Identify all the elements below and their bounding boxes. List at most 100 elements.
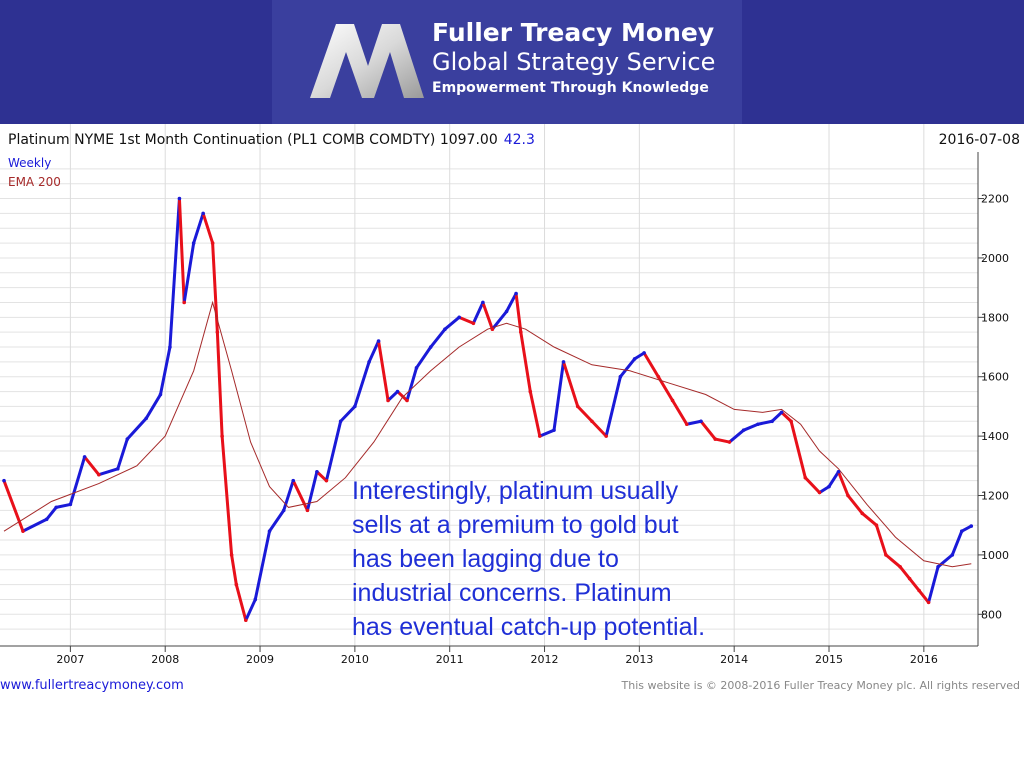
price-segment [756,419,774,426]
price-point [215,330,220,334]
brand-service: Global Strategy Service [432,48,716,76]
price-point [353,404,357,409]
price-segment [367,339,381,364]
price-point [21,529,25,533]
price-segment [182,241,196,304]
x-tick-label: 2007 [56,653,84,666]
price-point [528,389,533,394]
price-segment [21,517,49,533]
chart-title-main: Platinum NYME 1st Month Continuation (PL… [8,132,498,148]
price-segment [519,330,532,394]
brand-tagline: Empowerment Through Knowledge [432,80,709,96]
price-point [82,455,87,459]
chart-grid [0,124,978,646]
price-segment [618,357,637,379]
price-segment [561,360,580,408]
price-segment [713,437,731,444]
x-tick-label: 2016 [910,653,938,666]
price-segment [481,300,494,331]
price-segment [386,390,400,402]
price-point [874,523,879,528]
price-segment [803,476,822,495]
price-point [395,389,400,394]
price-segment [604,375,622,438]
price-point [2,478,6,483]
price-point [68,502,73,507]
price-bars [2,197,973,622]
price-segment [45,505,58,521]
price-segment [158,345,172,397]
x-tick-label: 2012 [531,653,559,666]
price-segment [282,479,295,512]
price-segment [291,479,309,512]
price-segment [633,351,646,361]
price-segment [2,479,25,533]
price-segment [116,437,129,471]
price-point [898,564,902,569]
y-tick-label: 800 [981,608,1002,621]
footer-website-link[interactable]: www.fullertreacymoney.com [0,678,184,693]
y-tick-label: 1400 [981,430,1009,443]
price-segment [339,404,357,423]
price-point [191,241,196,245]
price-point [229,553,234,557]
price-point [770,419,774,424]
price-segment [125,416,148,441]
price-point [443,327,447,332]
price-point [670,398,675,403]
price-points [2,196,974,623]
price-point [490,327,495,332]
price-point [324,478,329,483]
price-point [969,524,974,528]
price-point [291,478,296,483]
price-point [684,422,689,427]
price-segment [950,529,964,557]
price-point [267,529,272,533]
price-point [386,398,390,403]
y-tick-label: 1800 [981,311,1009,324]
price-segment [860,511,878,527]
price-point [727,440,732,444]
x-tick-label: 2014 [720,653,748,666]
legend-weekly: Weekly [8,156,51,170]
price-point [907,576,912,581]
x-tick-label: 2011 [436,653,464,666]
price-segment [244,597,257,622]
x-tick-label: 2013 [625,653,653,666]
price-segment [415,345,433,370]
price-segment [846,494,864,515]
logo-block[interactable]: Fuller Treacy Money Global Strategy Serv… [272,0,742,124]
price-point [201,211,205,216]
price-point [656,374,661,379]
price-segment [552,360,565,432]
price-point [836,469,841,474]
price-point [575,404,580,409]
price-point [481,300,485,305]
price-point [471,321,476,326]
price-segment [528,390,542,438]
price-point [405,398,409,403]
ema-layer [3,300,972,568]
y-axis-ticks: 800 1000 1200 1400 1600 1800 2000 2200 [978,193,1009,621]
price-point [376,339,381,343]
price-point [514,291,518,296]
price-point [741,428,746,432]
y-tick-label: 1000 [981,549,1009,562]
price-segment [770,410,784,423]
price-segment [83,455,101,477]
price-point [44,517,49,522]
price-point [234,582,239,587]
price-point [950,553,955,557]
brand-name: Fuller Treacy Money [432,18,715,47]
header-banner: Fuller Treacy Money Global Strategy Serv… [0,0,1024,124]
annotation-text: Interestingly, platinum usually sells at… [352,477,706,641]
x-axis-ticks: 2007 2008 2009 2010 2011 2012 2013 2014 2015 2016 [56,646,938,666]
price-point [713,437,718,441]
price-segment [699,419,717,441]
price-segment [685,419,703,426]
price-segment [576,404,594,423]
price-segment [642,351,660,379]
price-segment [177,197,186,304]
price-segment [234,583,248,622]
price-segment [818,485,831,495]
